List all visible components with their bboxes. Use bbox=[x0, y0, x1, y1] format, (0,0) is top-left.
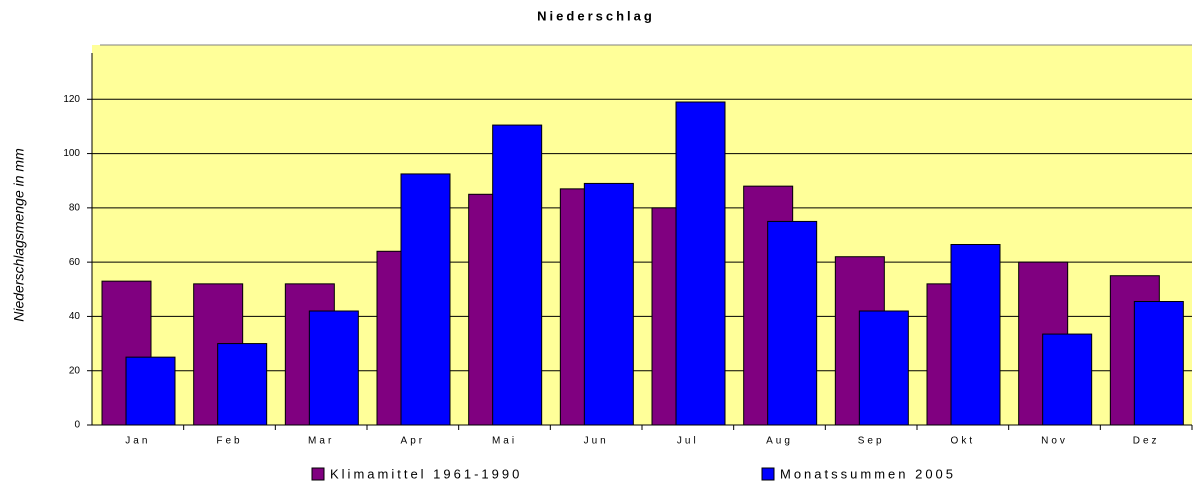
bar bbox=[767, 220, 818, 426]
bar bbox=[400, 173, 451, 426]
y-tick-label: 20 bbox=[69, 365, 81, 376]
bar bbox=[583, 182, 634, 426]
bar bbox=[675, 101, 726, 426]
x-tick-label: Jan bbox=[125, 436, 150, 447]
bar bbox=[308, 310, 359, 426]
y-axis-label: Niederschlagsmenge in mm bbox=[11, 148, 27, 322]
x-tick-label: Jul bbox=[677, 436, 699, 447]
x-tick-label: Sep bbox=[858, 436, 885, 447]
x-tick-label: Mai bbox=[492, 436, 517, 447]
legend-swatch bbox=[761, 467, 775, 481]
legend-label: Monatssummen 2005 bbox=[780, 466, 956, 481]
y-tick-label: 100 bbox=[63, 148, 80, 159]
x-tick-label: Nov bbox=[1041, 436, 1068, 447]
bar bbox=[1042, 333, 1093, 426]
x-tick-label: Mar bbox=[308, 436, 334, 447]
bar bbox=[858, 310, 909, 426]
x-tick-label: Dez bbox=[1133, 436, 1160, 447]
bar bbox=[492, 124, 543, 426]
x-tick-label: Feb bbox=[216, 436, 242, 447]
x-tick-label: Jun bbox=[584, 436, 609, 447]
x-tick-label: Apr bbox=[401, 436, 426, 447]
bar bbox=[950, 244, 1001, 426]
legend-label: Klimamittel 1961-1990 bbox=[330, 466, 522, 481]
x-tick-label: Aug bbox=[766, 436, 793, 447]
y-tick-label: 60 bbox=[69, 257, 81, 268]
legend-swatch bbox=[311, 467, 325, 481]
y-tick-label: 0 bbox=[74, 420, 80, 431]
x-tick-label: Okt bbox=[951, 436, 976, 447]
y-tick-label: 120 bbox=[63, 94, 80, 105]
bar bbox=[1133, 301, 1184, 426]
chart-title: Niederschlag bbox=[537, 8, 655, 23]
y-tick-label: 40 bbox=[69, 311, 81, 322]
bar bbox=[125, 356, 176, 426]
plot-area bbox=[92, 45, 1192, 425]
bar bbox=[217, 343, 268, 426]
y-tick-label: 80 bbox=[69, 202, 81, 213]
